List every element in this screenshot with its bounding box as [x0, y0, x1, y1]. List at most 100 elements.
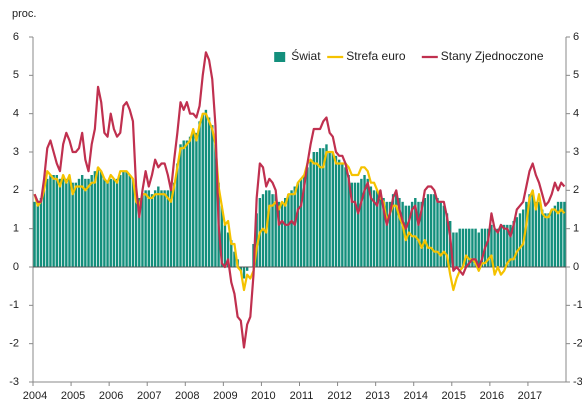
bar: [471, 228, 474, 267]
bar: [344, 167, 347, 267]
bar: [58, 178, 62, 267]
y2-tick-label: 3: [573, 146, 579, 158]
bar: [337, 159, 341, 267]
y-tick-label: -2: [9, 338, 19, 350]
bar: [398, 198, 401, 267]
bar: [182, 140, 185, 267]
y-tick-label: 6: [13, 31, 19, 43]
bar: [166, 190, 170, 267]
bar: [502, 224, 506, 267]
x-tick-label: 2005: [61, 390, 85, 402]
bar: [61, 175, 65, 267]
bar: [119, 175, 122, 267]
y-tick-label: 3: [13, 146, 19, 158]
bar: [46, 178, 49, 267]
bar: [429, 194, 433, 267]
bar: [188, 136, 192, 267]
bar: [93, 171, 97, 267]
bar: [195, 132, 198, 267]
bar: [534, 201, 538, 267]
bar: [350, 182, 354, 267]
bar: [284, 198, 287, 267]
bar: [322, 148, 325, 267]
bar: [303, 175, 306, 267]
bar: [366, 178, 369, 267]
bar: [312, 152, 315, 267]
y2-tick-label: 5: [573, 69, 579, 81]
bar: [112, 178, 116, 267]
x-tick-label: 2014: [403, 390, 427, 402]
bar: [388, 201, 392, 267]
bar: [547, 213, 550, 267]
legend-label: Świat: [291, 48, 321, 63]
y2-tick-label: 6: [573, 31, 579, 43]
bar: [512, 221, 515, 267]
bar: [172, 182, 176, 267]
bar: [49, 175, 52, 267]
bar: [150, 194, 154, 267]
bar: [360, 178, 363, 267]
bar: [445, 213, 449, 267]
bar: [153, 190, 157, 267]
bar: [318, 148, 322, 267]
bar: [474, 228, 477, 267]
bar: [147, 190, 151, 267]
bar: [115, 178, 119, 267]
bar: [499, 224, 503, 267]
y-tick-label: -1: [9, 299, 19, 311]
x-tick-label: 2008: [175, 390, 199, 402]
bar: [77, 178, 81, 267]
bar: [96, 167, 100, 267]
bar: [36, 201, 39, 267]
bar: [131, 178, 135, 267]
bar: [87, 178, 90, 267]
bar: [563, 201, 566, 267]
bar: [90, 175, 93, 267]
y2-tick-label: -3: [573, 376, 582, 388]
bar: [39, 198, 43, 267]
bar: [103, 178, 106, 267]
bar: [458, 228, 461, 267]
bar: [163, 190, 166, 267]
x-tick-label: 2017: [518, 390, 542, 402]
bar: [293, 186, 296, 267]
bar: [560, 201, 563, 267]
bar: [376, 190, 379, 267]
y2-tick-label: 2: [573, 184, 579, 196]
x-tick-label: 2013: [365, 390, 389, 402]
bar: [204, 109, 208, 267]
x-tick-label: 2007: [137, 390, 161, 402]
y-axis-label: proc.: [12, 8, 36, 20]
bar: [477, 232, 480, 267]
bar: [141, 194, 144, 267]
bar: [553, 205, 557, 267]
y-tick-label: 2: [13, 184, 19, 196]
bar: [506, 224, 509, 267]
bar: [201, 113, 204, 268]
bar: [468, 228, 471, 267]
bar: [544, 213, 547, 267]
bar: [455, 232, 458, 267]
bar: [550, 209, 553, 267]
bar: [537, 201, 541, 267]
bar: [309, 159, 312, 267]
x-tick-label: 2016: [480, 390, 504, 402]
bar: [391, 194, 395, 267]
bar: [33, 201, 36, 267]
bar: [144, 190, 147, 267]
bar: [287, 194, 290, 267]
bar: [518, 213, 522, 267]
bar: [230, 240, 233, 267]
bar: [436, 198, 439, 267]
bar: [382, 198, 385, 267]
bar: [334, 155, 338, 267]
bar: [268, 190, 271, 267]
bar: [192, 132, 195, 267]
bar: [379, 190, 382, 267]
bar: [325, 144, 328, 267]
legend-label: Stany Zjednoczone: [441, 49, 544, 63]
bar: [531, 190, 534, 267]
bar: [176, 163, 179, 267]
bar: [528, 194, 531, 267]
